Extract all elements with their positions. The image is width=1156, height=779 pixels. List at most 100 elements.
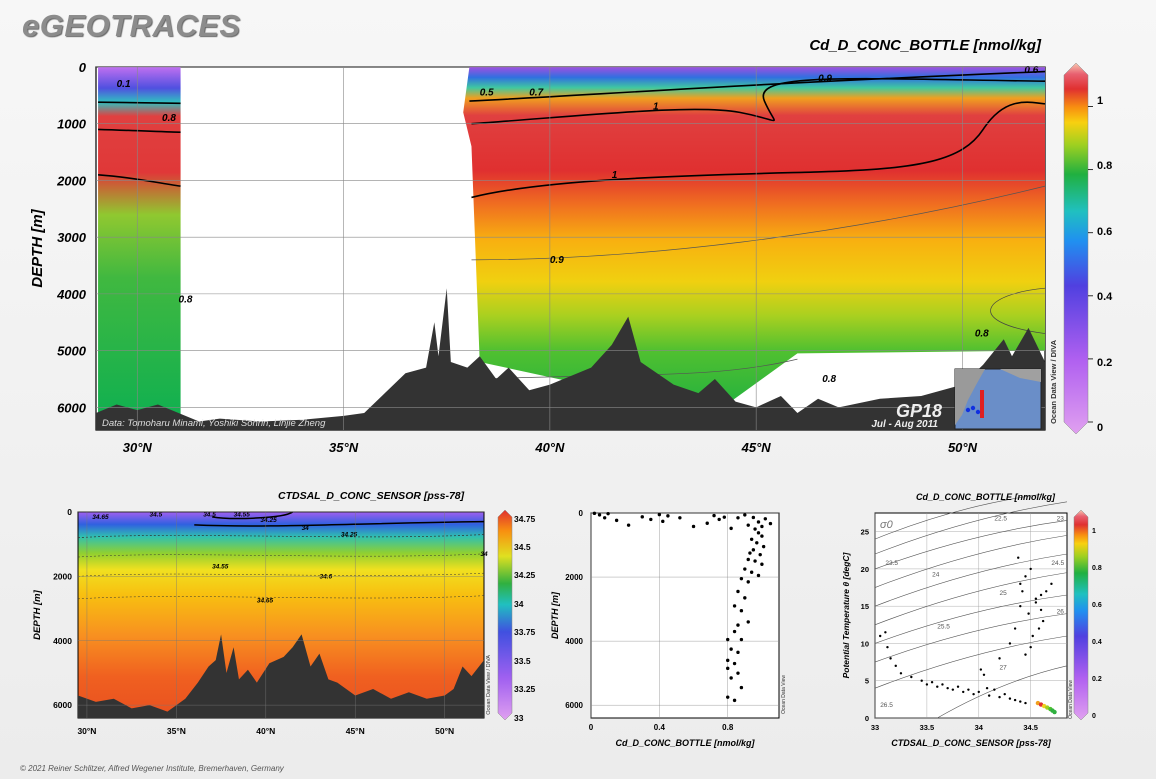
salinity-contour-label: 34.25 xyxy=(341,532,358,539)
inset-map-land xyxy=(1000,369,1041,382)
y-tick-label: 0 xyxy=(865,714,869,723)
salinity-contour-dashed xyxy=(77,553,485,558)
salinity-contour-label: 34 xyxy=(480,551,488,558)
y-tick-label: 2000 xyxy=(565,573,583,582)
sal-cbar-label-33: 33 xyxy=(514,713,524,723)
x-tick-label: 40°N xyxy=(256,726,275,736)
y-axis-label: DEPTH [m] xyxy=(29,208,46,287)
salinity-colorbar xyxy=(497,509,513,721)
sal-cbar-label-3375: 33.75 xyxy=(514,627,536,637)
profile-data-point xyxy=(756,573,761,578)
contour-label: 0.5 xyxy=(480,88,494,99)
isopycnal-label: 23 xyxy=(1057,515,1065,522)
x-tick-label: 0.8 xyxy=(722,723,734,732)
profile-data-point xyxy=(739,608,744,613)
contour-label: 0.6 xyxy=(1024,65,1038,76)
profile-data-point xyxy=(729,676,733,680)
ts-data-point xyxy=(1034,601,1038,604)
profile-data-point xyxy=(746,523,750,527)
profile-data-point xyxy=(761,544,766,549)
ts-data-point xyxy=(1019,700,1022,703)
profile-data-point xyxy=(746,580,750,584)
isopycnal-line xyxy=(874,553,1068,607)
salinity-contour-label: 34.5 xyxy=(203,512,216,519)
salinity-contour-label: 34.65 xyxy=(92,514,109,521)
profile-data-point xyxy=(736,671,740,675)
salinity-chart-title: CTDSAL_D_CONC_SENSOR [pss-78] xyxy=(278,490,465,502)
ts-data-point xyxy=(1008,642,1012,645)
profile-data-point xyxy=(756,531,761,535)
ts-data-point xyxy=(1045,590,1048,593)
y-axis-label: DEPTH [m] xyxy=(550,591,560,639)
ts-cbar-label-06: 0.6 xyxy=(1092,602,1102,609)
ts-data-point xyxy=(1034,597,1038,600)
ts-data-point xyxy=(1021,590,1024,593)
ts-data-point xyxy=(1027,612,1030,615)
profile-data-point xyxy=(756,520,761,524)
main-watermark: Ocean Data View / DIVA xyxy=(1049,340,1058,424)
profile-data-point xyxy=(602,516,607,520)
isopycnal-label: 25 xyxy=(1000,590,1008,597)
x-tick-label: 33.5 xyxy=(920,723,935,732)
x-tick-label: 50°N xyxy=(435,726,454,736)
y-tick-label: 25 xyxy=(861,528,869,537)
copyright-notice: © 2021 Reiner Schlitzer, Alfred Wegener … xyxy=(20,764,284,773)
ts-data-point xyxy=(977,690,980,694)
profile-data-point xyxy=(592,511,597,516)
isopycnal-label: 23.5 xyxy=(885,560,898,567)
profile-data-point xyxy=(657,512,662,517)
seafloor-topography xyxy=(96,288,1045,430)
contour-line xyxy=(98,128,181,134)
ts-watermark: Ocean Data View xyxy=(1068,680,1074,719)
profile-data-point xyxy=(739,576,744,581)
profile-data-point xyxy=(739,637,744,642)
profile-data-point xyxy=(712,513,716,518)
ts-data-point xyxy=(936,685,939,688)
profile-data-point xyxy=(768,521,773,526)
y-axis-label: Potential Temperature θ [degC] xyxy=(841,551,851,678)
profile-data-point xyxy=(758,552,762,557)
contour-line-thin xyxy=(479,358,798,380)
x-tick-label: 35°N xyxy=(167,726,186,736)
ts-data-point xyxy=(956,685,960,688)
ts-cbar-label-1: 1 xyxy=(1092,528,1096,535)
y-tick-label: 0 xyxy=(79,60,87,75)
profile-data-point xyxy=(705,521,709,525)
isopycnal-label: 22.5 xyxy=(994,515,1007,522)
main-field-south xyxy=(98,67,181,419)
contour-line-thin xyxy=(471,185,1046,261)
profile-data-point xyxy=(666,514,670,518)
x-tick-label: 45°N xyxy=(741,440,772,455)
contour-label: 0.8 xyxy=(179,295,193,306)
ts-data-point xyxy=(878,634,882,638)
salinity-contour-dashed xyxy=(77,595,485,600)
y-axis-label: DEPTH [m] xyxy=(32,589,43,639)
sal-cbar-label-34: 34 xyxy=(514,599,524,609)
profile-data-point xyxy=(661,519,665,524)
ts-cbar-label-02: 0.2 xyxy=(1092,676,1102,683)
ts-data-point xyxy=(1008,697,1012,700)
ts-plot-frame xyxy=(874,512,1068,719)
x-axis-label: CTDSAL_D_CONC_SENSOR [pss-78] xyxy=(891,738,1052,748)
salinity-contour-label: 34.55 xyxy=(234,512,251,519)
main-cbar-label-06: 0.6 xyxy=(1097,226,1113,238)
x-tick-label: 30°N xyxy=(77,726,96,736)
ts-data-point xyxy=(951,688,955,691)
profile-data-point xyxy=(753,527,757,531)
contour-label: 0.1 xyxy=(117,79,131,90)
ts-data-point xyxy=(982,673,986,676)
salinity-contour-label: 34.6 xyxy=(319,573,332,580)
sal-cbar-label-3425: 34.25 xyxy=(514,570,536,580)
y-tick-label: 20 xyxy=(861,565,869,574)
ts-data-point xyxy=(1039,608,1043,612)
x-tick-label: 40°N xyxy=(534,440,565,455)
ts-data-point xyxy=(1041,619,1045,623)
contour-label: 0.8 xyxy=(162,113,176,124)
contour-line xyxy=(471,101,1046,199)
isopycnal-line xyxy=(874,594,1068,644)
profile-data-point xyxy=(729,526,733,531)
ts-data-point xyxy=(1024,575,1027,578)
ts-data-point xyxy=(993,688,996,691)
ts-data-point xyxy=(884,631,887,634)
profile-data-point xyxy=(753,559,757,563)
